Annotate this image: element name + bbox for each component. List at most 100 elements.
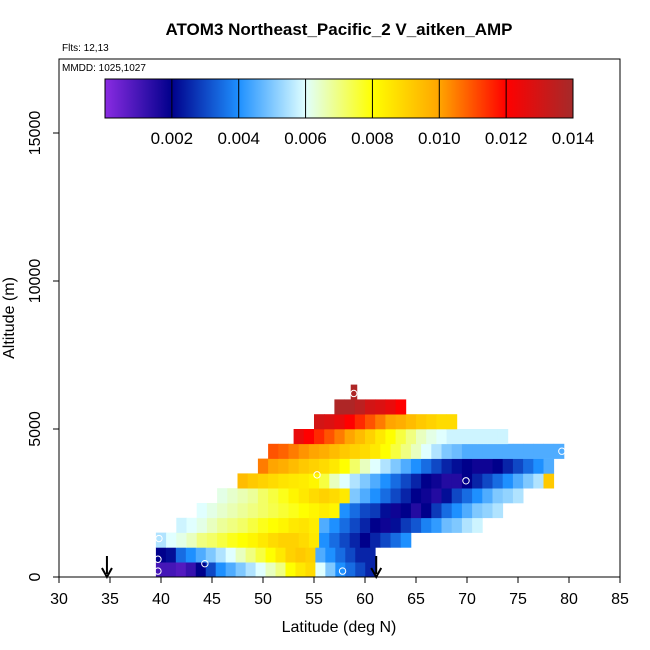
heatmap-cell [227,517,238,533]
heatmap-cell [206,517,218,533]
colorbar-gradient [104,78,574,119]
x-tick-label: 55 [305,591,323,608]
heatmap-cell [359,473,371,489]
heatmap-cell [400,443,412,459]
heatmap-cell [265,547,276,563]
heatmap-cell [451,458,463,474]
heatmap-cell [319,458,330,474]
heatmap-cell [217,488,228,504]
sample-marker [558,447,566,455]
heatmap-cell [186,532,198,548]
heatmap-cell [421,473,432,489]
heatmap-cell [225,547,237,563]
heatmap-cell [451,443,463,459]
heatmap-cell [354,399,366,415]
heatmap-cell [431,458,442,474]
x-tick-label: 45 [203,591,221,608]
heatmap-cell [400,532,412,548]
heatmap-cell [543,443,555,459]
heatmap-cell [298,443,310,459]
heatmap-cell [482,443,493,459]
colorbar-tick-label: 0.008 [351,129,394,148]
heatmap-cell [257,503,269,519]
heatmap-cell [370,503,381,519]
heatmap-cell [497,429,509,445]
x-tick-label: 50 [254,591,272,608]
flight-arrows [101,556,383,580]
heatmap-cell [405,414,417,430]
heatmap-cell [339,517,351,533]
heatmap-cell [359,532,371,548]
heatmap-cell [345,547,356,563]
heatmap-cell [339,473,351,489]
heatmap-cell [385,429,396,445]
heatmap-cell [441,473,453,489]
heatmap-cell [247,517,259,533]
heatmap-cell [288,503,300,519]
heatmap-cell [426,429,437,445]
heatmap-cell [308,473,320,489]
heatmap-cell [339,458,351,474]
heatmap-cell [314,429,325,445]
heatmap-cell [400,473,412,489]
heatmap-cell [349,517,361,533]
heatmap-cell [451,473,463,489]
heatmap-cell [390,458,402,474]
heatmap-cell [370,532,381,548]
heatmap-cell [523,458,534,474]
heatmap-cell [176,532,187,548]
heatmap-cell [410,473,422,489]
heatmap-cell [512,488,524,504]
heatmap-cell [278,517,289,533]
heatmap-cell [421,488,432,504]
heatmap-cell [237,473,249,489]
heatmap-cell [268,488,279,504]
heatmap-cell [325,562,336,578]
heatmap-cell [195,562,207,578]
heatmap-cell [315,562,326,578]
heatmap-cell [285,562,296,578]
colorbar-tick-label: 0.004 [217,129,260,148]
heatmap-cell [295,562,306,578]
heatmap-cell [431,443,442,459]
heatmap-cell [482,473,493,489]
heatmap-cell [237,517,249,533]
heatmap-cell [293,429,305,445]
heatmap-cell [359,458,371,474]
heatmap-cell [502,458,514,474]
heatmap-cell [257,473,269,489]
heatmap-cell [215,547,227,563]
heatmap-cell [235,547,247,563]
heatmap-cell [319,443,330,459]
colorbar-ticks: 0.002 0.004 0.006 0.008 0.010 0.012 0.014 [151,79,594,148]
heatmap-cell [324,414,335,430]
heatmap-cell [446,429,458,445]
y-tick-label: 0 [27,572,44,581]
heatmap-cell [329,443,340,459]
heatmap-cell [247,503,259,519]
heatmap-cell [345,562,356,578]
colorbar-tick-label: 0.010 [418,129,461,148]
heatmap-cell [492,443,504,459]
sample-marker [201,559,209,568]
heatmap-cell [441,488,453,504]
heatmap-cell [217,517,228,533]
heatmap-cell [405,429,417,445]
heatmap-cell [523,443,534,459]
heatmap-cell [305,547,316,563]
heatmap-cell [385,399,396,415]
heatmap-cell [339,532,351,548]
heatmap-cell [400,517,412,533]
heatmap-cell [295,547,306,563]
heatmap-cell [314,414,325,430]
heatmap-cell [255,562,266,578]
heatmap-cell [375,414,386,430]
sample-marker [338,567,347,575]
heatmap-cell [257,517,269,533]
heatmap-cell [461,488,473,504]
heatmap-cell [400,488,412,504]
heatmap-cell [543,458,555,474]
heatmap-cell [375,429,386,445]
heatmap-cell [225,562,237,578]
heatmap-cell [278,458,289,474]
